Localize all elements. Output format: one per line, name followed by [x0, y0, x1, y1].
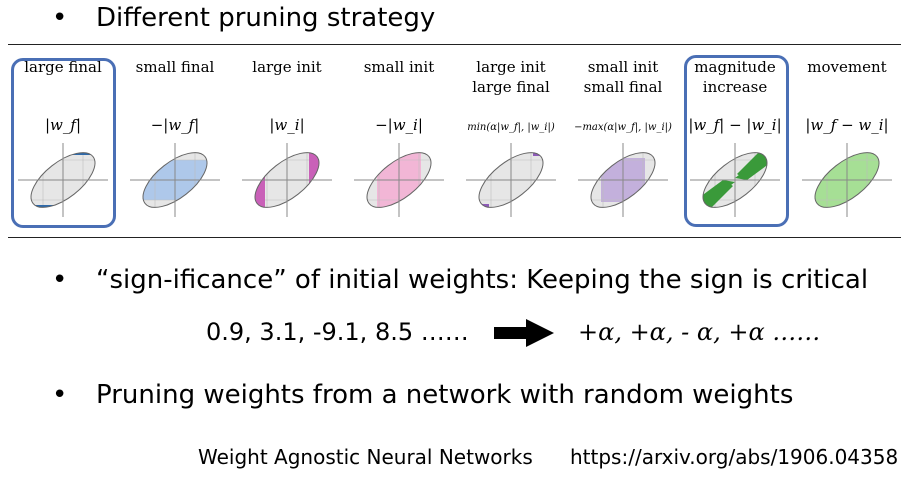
bullet-sign-ificance: “sign-ificance” of initial weights: Keep… [96, 265, 869, 295]
panel-small-init: small init −|w_i| [343, 55, 455, 230]
panel-magnitude-increase: magnitude increase |w_f| − |w_i| [679, 55, 791, 230]
panel-formula: |w_i| [269, 116, 305, 134]
panel-label-1: small final [135, 58, 215, 76]
ellipse-plot-small-init-small-final [578, 142, 668, 218]
panel-label-2: small final [583, 78, 663, 96]
bullet-pruning-random-weights: Pruning weights from a network with rand… [96, 380, 794, 410]
ellipse-plot-movement [802, 142, 892, 218]
bullet-dot-2: • [52, 265, 68, 295]
panel-small-final: small final −|w_f| [119, 55, 231, 230]
panel-large-init: large init |w_i| [231, 55, 343, 230]
panel-label-1: small init [363, 58, 435, 76]
figure-top-rule [8, 44, 901, 45]
paper-title: Weight Agnostic Neural Networks [198, 445, 533, 469]
panel-formula: −|w_i| [375, 116, 423, 134]
bullet-different-pruning: Different pruning strategy [96, 3, 436, 33]
ellipse-plot-small-init [354, 142, 444, 218]
panel-label-1: large final [24, 58, 102, 76]
ellipse-plot-small-final [130, 142, 220, 218]
highlight-box-magnitude-increase [684, 55, 789, 227]
panel-movement: movement |w_f − w_i| [791, 55, 903, 230]
bullet-dot-3: • [52, 380, 68, 410]
panel-formula: |w_f| − |w_i| [688, 116, 782, 134]
panel-small-init-small-final: small init small final −max(α|w_f|, |w_i|… [567, 55, 679, 230]
ellipse-plot-large-final [18, 142, 108, 218]
panel-label-2: large final [472, 78, 550, 96]
panel-label-1: large init [476, 58, 546, 76]
panel-formula: |w_f| [45, 116, 81, 134]
weights-example: 0.9, 3.1, -9.1, 8.5 …… [206, 318, 469, 346]
panel-label-1: magnitude [694, 58, 776, 76]
right-arrow-icon [494, 319, 554, 347]
panel-formula: |w_f − w_i| [805, 116, 889, 134]
ellipse-plot-magnitude-increase [690, 142, 780, 218]
panel-large-init-large-final: large init large final min(α|w_f|, |w_i|) [455, 55, 567, 230]
panel-label-2: increase [702, 78, 768, 96]
bullet-dot-1: • [52, 3, 68, 33]
panel-label-1: small init [587, 58, 659, 76]
panel-large-final: large final |w_f| [7, 55, 119, 230]
panel-label-1: large init [252, 58, 322, 76]
highlight-box-large-final [11, 58, 116, 228]
panel-formula: −max(α|w_f|, |w_i|) [574, 122, 672, 133]
sign-alpha-example: +α, +α, - α, +α …… [578, 318, 821, 346]
panel-formula: min(α|w_f|, |w_i|) [467, 122, 555, 133]
ellipse-plot-large-init [242, 142, 332, 218]
paper-url[interactable]: https://arxiv.org/abs/1906.04358 [570, 445, 899, 469]
panel-formula: −|w_f| [150, 116, 200, 134]
panel-label-1: movement [807, 58, 887, 76]
figure-bottom-rule [8, 237, 901, 238]
ellipse-plot-large-init-large-final [466, 142, 556, 218]
